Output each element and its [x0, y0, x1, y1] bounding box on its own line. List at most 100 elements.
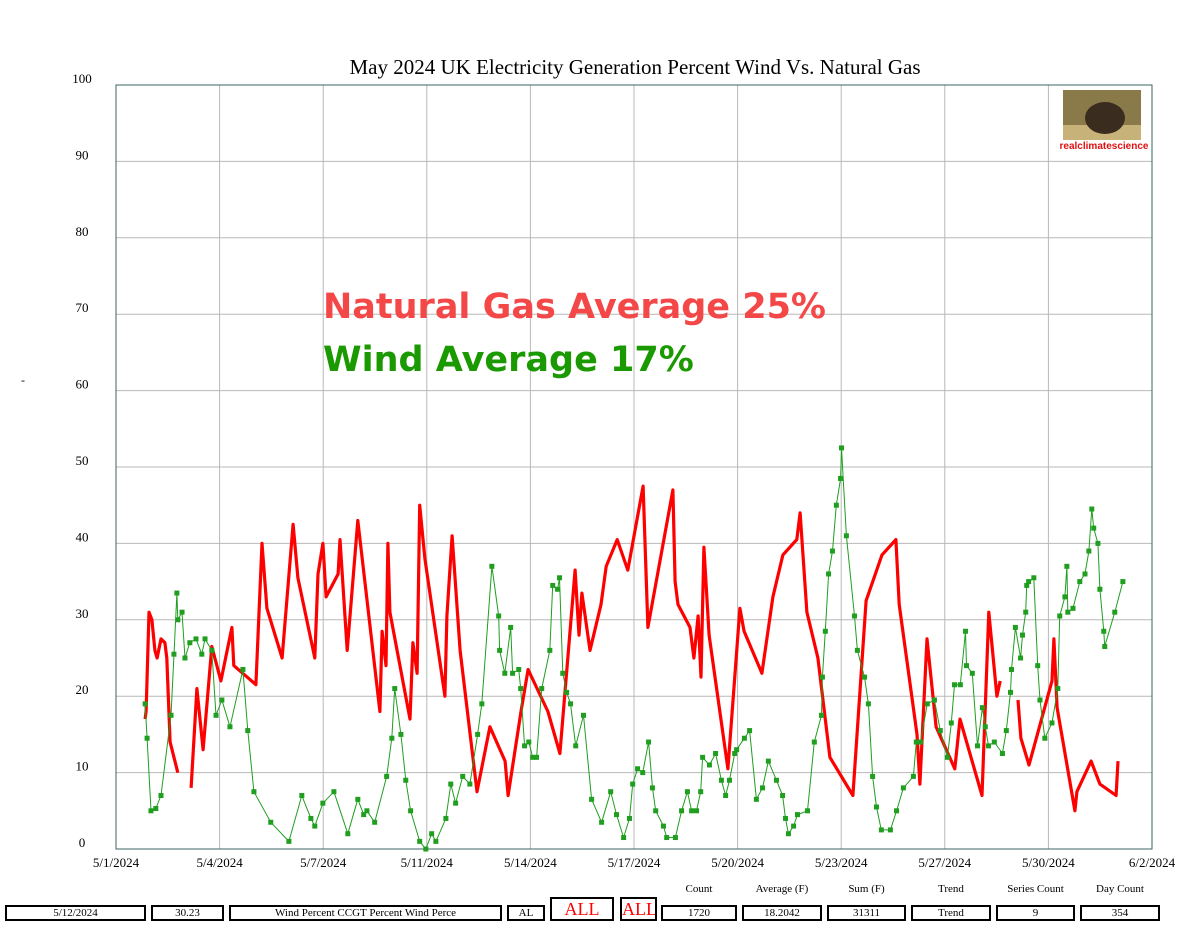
data-point	[608, 789, 614, 795]
data-point	[526, 739, 532, 745]
data-point	[1062, 594, 1068, 600]
y-tick-label: 80	[76, 224, 89, 239]
data-point	[833, 502, 839, 508]
data-point	[355, 796, 361, 802]
data-point	[1023, 609, 1029, 615]
data-point	[819, 674, 825, 680]
data-point	[765, 758, 771, 764]
data-point	[851, 613, 857, 619]
data-point	[573, 743, 579, 749]
data-point	[1102, 644, 1108, 650]
x-tick-label: 5/7/2024	[300, 855, 347, 870]
data-point	[839, 445, 845, 451]
data-point	[783, 815, 789, 821]
data-point	[510, 670, 516, 676]
data-point	[489, 563, 495, 569]
y-tick-label: 20	[76, 682, 89, 697]
data-point	[199, 651, 205, 657]
data-point	[1012, 624, 1018, 630]
data-point	[175, 617, 181, 623]
data-point	[718, 777, 724, 783]
data-point	[957, 682, 963, 688]
data-point	[467, 781, 473, 787]
data-point	[679, 808, 685, 814]
data-point	[963, 663, 969, 669]
x-tick-label: 5/1/2024	[93, 855, 140, 870]
data-point	[202, 636, 208, 642]
stat-value: 1720	[661, 905, 737, 921]
x-tick-label: 5/17/2024	[608, 855, 661, 870]
data-point	[878, 827, 884, 833]
data-point	[969, 670, 975, 676]
data-point	[887, 827, 893, 833]
x-tick-label: 5/20/2024	[711, 855, 764, 870]
data-point	[614, 812, 620, 818]
all-button[interactable]: ALL	[550, 897, 614, 921]
data-point	[910, 773, 916, 779]
data-point	[268, 819, 274, 825]
data-point	[168, 712, 174, 718]
data-point	[741, 735, 747, 741]
x-tick-label: 5/30/2024	[1022, 855, 1075, 870]
data-point	[1008, 666, 1014, 672]
data-point	[392, 686, 398, 692]
data-point	[443, 815, 449, 821]
data-point	[1031, 575, 1037, 581]
data-point	[423, 846, 429, 852]
data-point	[979, 705, 985, 711]
data-point	[398, 731, 404, 737]
y-tick-label: 0	[79, 835, 86, 850]
data-point	[417, 838, 423, 844]
data-point	[599, 819, 605, 825]
data-point	[826, 571, 832, 577]
chart-title: May 2024 UK Electricity Generation Perce…	[349, 55, 920, 79]
data-point	[539, 686, 545, 692]
data-point	[626, 815, 632, 821]
logo-image	[1085, 102, 1125, 134]
data-point	[433, 838, 439, 844]
data-point	[460, 773, 466, 779]
data-point	[174, 590, 180, 596]
data-point	[429, 831, 435, 837]
data-point	[630, 781, 636, 787]
data-point	[1026, 579, 1032, 585]
data-point	[963, 628, 969, 634]
data-point	[453, 800, 459, 806]
logo: realclimatescience	[1060, 90, 1149, 152]
data-point	[1101, 628, 1107, 634]
stat-value: 31311	[827, 905, 906, 921]
data-point	[240, 666, 246, 672]
data-point	[854, 647, 860, 653]
data-point	[245, 728, 251, 734]
data-point	[171, 651, 177, 657]
data-point	[952, 682, 958, 688]
data-point	[299, 793, 305, 799]
data-point	[364, 808, 370, 814]
stat-label: Count	[685, 883, 713, 895]
data-point	[713, 751, 719, 756]
series-field[interactable]: Wind Percent CCGT Percent Wind Perce	[229, 905, 502, 921]
data-point	[286, 838, 292, 844]
stat-label: Trend	[938, 883, 964, 895]
data-point	[900, 785, 906, 791]
data-point	[518, 686, 524, 692]
side-mark: -	[21, 373, 25, 387]
data-point	[1037, 697, 1043, 703]
data-point	[785, 831, 791, 837]
y-tick-label: 60	[76, 377, 89, 392]
date-field[interactable]: 5/12/2024	[5, 905, 146, 921]
data-point	[829, 548, 835, 554]
value-field[interactable]: 30.23	[151, 905, 224, 921]
state-field[interactable]: AL	[507, 905, 545, 921]
data-point	[640, 770, 646, 776]
data-point	[646, 739, 652, 745]
data-point	[773, 777, 779, 783]
data-point	[550, 582, 556, 588]
data-point	[621, 835, 627, 841]
data-point	[1055, 686, 1061, 692]
stat-label: Series Count	[1007, 883, 1064, 895]
stat-label: Average (F)	[755, 883, 809, 895]
all-button[interactable]: ALL	[620, 897, 657, 921]
data-point	[999, 751, 1005, 756]
